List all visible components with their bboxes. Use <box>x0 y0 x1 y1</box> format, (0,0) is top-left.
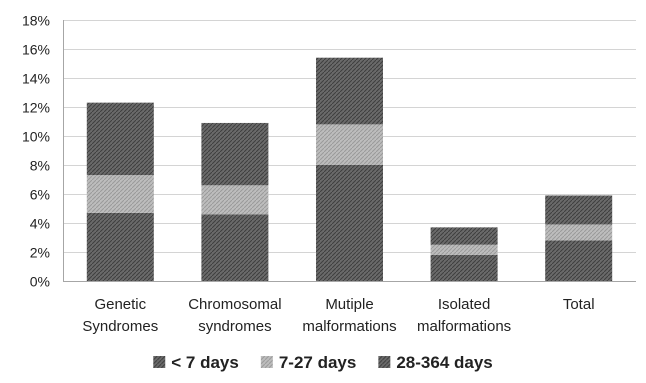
x-category-label: Genetic <box>94 296 146 313</box>
y-tick-label: 6% <box>30 187 50 203</box>
legend-item: < 7 days <box>153 353 239 372</box>
bar-segment-2 <box>316 124 383 165</box>
legend-item: 28-364 days <box>378 353 493 372</box>
x-category-label: Syndromes <box>82 318 158 335</box>
y-tick-label: 16% <box>22 42 50 58</box>
legend-label: < 7 days <box>171 353 239 372</box>
legend-label: 7-27 days <box>279 353 357 372</box>
bar-segment-3 <box>201 122 269 186</box>
y-tick-label: 10% <box>22 129 50 145</box>
legend-swatch <box>378 356 391 368</box>
axes <box>63 20 636 282</box>
bar-segment-2 <box>545 224 613 241</box>
x-category-label: malformations <box>302 318 396 335</box>
x-category-label: syndromes <box>198 318 271 335</box>
x-category-label: Isolated <box>438 296 491 313</box>
bars <box>86 57 613 281</box>
bar-segment-3 <box>316 57 383 125</box>
y-tick-label: 12% <box>22 100 50 116</box>
legend-item: 7-27 days <box>260 353 357 372</box>
bar-segment-1 <box>430 254 498 281</box>
bar-segment-3 <box>430 227 498 245</box>
legend: < 7 days 7-27 days 28-364 days <box>153 353 493 372</box>
legend-label: 28-364 days <box>396 353 492 372</box>
y-tick-label: 4% <box>30 216 50 232</box>
bar-segment-2 <box>430 244 498 255</box>
bar-segment-1 <box>86 212 154 281</box>
bar-segment-1 <box>545 240 613 281</box>
legend-swatch <box>153 356 166 368</box>
x-category-label: Total <box>563 296 595 313</box>
bar-segment-3 <box>545 195 613 225</box>
y-tick-label: 18% <box>22 13 50 29</box>
bar-segment-2 <box>201 185 269 215</box>
y-tick-label: 14% <box>22 71 50 87</box>
x-category-label: Chromosomal <box>188 296 281 313</box>
bar-segment-2 <box>86 175 154 213</box>
y-tick-label: 8% <box>30 158 50 174</box>
bar-segment-3 <box>86 102 154 176</box>
y-tick-label: 2% <box>30 245 50 261</box>
x-category-label: malformations <box>417 318 511 335</box>
y-tick-label: 0% <box>30 274 50 290</box>
x-category-label: Mutiple <box>325 296 373 313</box>
bar-segment-1 <box>316 165 383 281</box>
labels: 0% 2% 4% 6% 8% 10% 12% 14% 16% 18% Genetic Syndrome… <box>22 13 595 336</box>
bar-segment-1 <box>201 214 269 281</box>
legend-swatch <box>260 356 273 368</box>
